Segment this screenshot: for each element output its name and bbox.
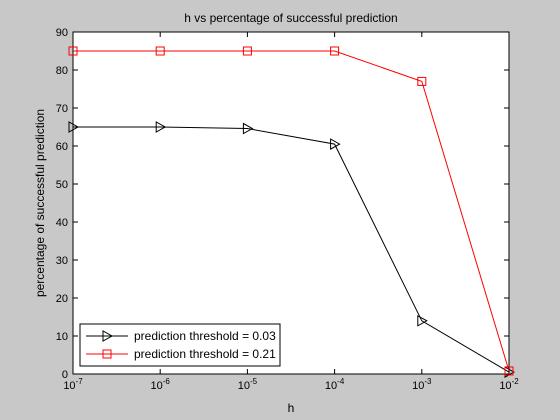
x-tick-exponent: -6 xyxy=(163,377,171,386)
y-tick-label: 60 xyxy=(56,141,68,153)
x-axis-label: h xyxy=(288,401,295,415)
x-tick-base: 10 xyxy=(325,380,337,392)
axes-layer: 10-7 10-6 10-5 10-4 10-3 10-20102030405060708… xyxy=(56,27,519,392)
data-point-marker-square xyxy=(504,366,514,376)
y-tick-label: 90 xyxy=(56,27,68,39)
legend: prediction threshold = 0.03 prediction th… xyxy=(79,323,281,367)
x-tick-base: 10 xyxy=(238,380,250,392)
x-tick-exponent: -2 xyxy=(512,377,520,386)
y-tick-label: 10 xyxy=(56,331,68,343)
plot-area xyxy=(72,31,510,375)
x-tick-label: 10-6 xyxy=(151,377,171,392)
data-point-marker-square xyxy=(155,46,165,56)
chart-title: h vs percentage of successful prediction xyxy=(184,11,397,25)
x-tick-base: 10 xyxy=(63,380,75,392)
series-1 xyxy=(68,121,516,378)
x-tick-label: 10-3 xyxy=(412,377,432,392)
x-tick-label: 10-5 xyxy=(238,377,258,392)
x-tick-label: 10-2 xyxy=(499,377,519,392)
y-tick-label: 40 xyxy=(56,217,68,229)
data-point-marker-square xyxy=(330,46,340,56)
data-point-marker-triangle xyxy=(68,121,80,133)
data-point-marker-triangle xyxy=(330,138,341,150)
x-tick-base: 10 xyxy=(412,380,424,392)
data-point-marker-square xyxy=(102,349,112,359)
x-tick-base: 10 xyxy=(499,380,511,392)
series-2 xyxy=(68,46,514,376)
y-tick-label: 50 xyxy=(56,179,68,191)
x-tick-exponent: -3 xyxy=(424,377,432,386)
x-tick-exponent: -5 xyxy=(250,377,258,386)
data-point-marker-triangle xyxy=(102,330,114,342)
data-point-marker-triangle xyxy=(417,314,428,327)
y-tick-label: 30 xyxy=(56,255,68,267)
x-tick-label: 10-4 xyxy=(325,377,345,392)
series-line xyxy=(73,50,510,372)
legend-label: prediction threshold = 0.21 xyxy=(134,347,276,361)
data-point-marker-square xyxy=(417,76,427,86)
data-point-marker-square xyxy=(242,46,252,56)
series-line xyxy=(73,126,510,373)
data-point-marker-square xyxy=(68,46,78,56)
y-tick-label: 20 xyxy=(56,293,68,305)
legend-box xyxy=(79,323,281,367)
x-tick-exponent: -7 xyxy=(76,377,84,386)
y-tick-label: 0 xyxy=(62,369,68,381)
x-tick-base: 10 xyxy=(151,380,163,392)
data-point-marker-triangle xyxy=(242,122,254,135)
series-layer xyxy=(68,46,516,378)
legend-label: prediction threshold = 0.03 xyxy=(134,329,276,343)
y-axis-label: percentage of successful prediction xyxy=(33,109,47,297)
x-tick-exponent: -4 xyxy=(337,377,345,386)
y-tick-label: 70 xyxy=(56,103,68,115)
y-tick-label: 80 xyxy=(56,65,68,77)
x-tick-label: 10-7 xyxy=(63,377,83,392)
data-point-marker-triangle xyxy=(155,121,167,133)
